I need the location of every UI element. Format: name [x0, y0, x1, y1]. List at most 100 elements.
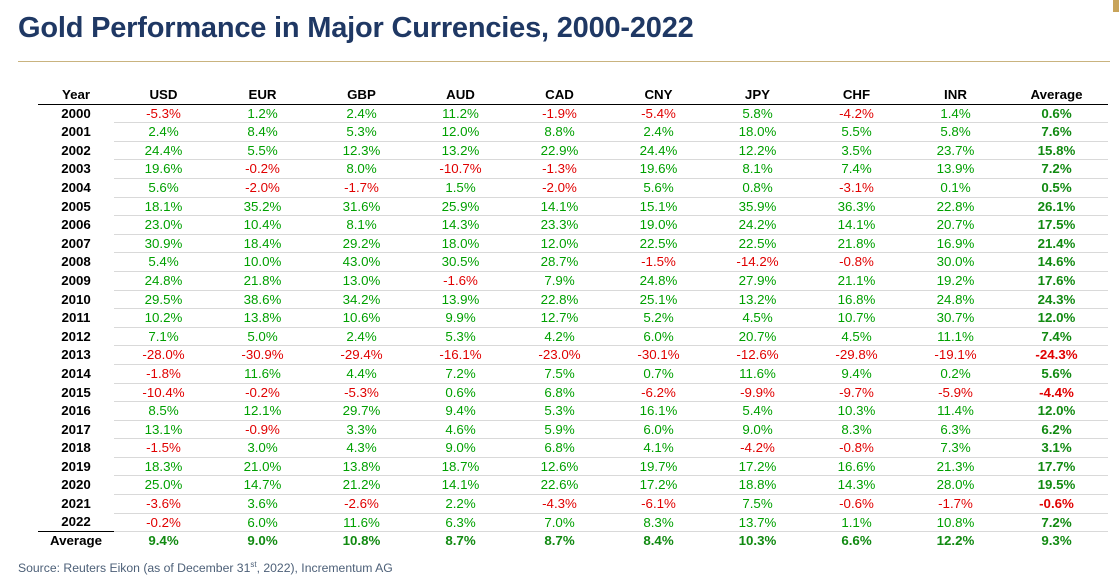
cell-eur-2017: -0.9% [213, 420, 312, 440]
cell-average-2005: 26.1% [1005, 197, 1108, 217]
cell-chf-2009: 21.1% [807, 271, 906, 291]
cell-aud-2003: -10.7% [411, 159, 510, 179]
cell-jpy-2013: -12.6% [708, 345, 807, 365]
source-text-suffix: , 2022), Incrementum AG [256, 561, 393, 575]
cell-gbp-2003: 8.0% [312, 159, 411, 179]
row-year-label: 2012 [61, 328, 91, 344]
row-year-label: 2011 [61, 310, 91, 326]
cell-usd-2019: 18.3% [114, 457, 213, 477]
cell-chf-2016: 10.3% [807, 401, 906, 421]
cell-aud-2020: 14.1% [411, 475, 510, 496]
cell-usd-2006: 23.0% [114, 215, 213, 235]
cell-cny-2012: 6.0% [609, 327, 708, 347]
cell-eur-2022: 6.0% [213, 513, 312, 533]
cell-cny-2004: 5.6% [609, 178, 708, 198]
table-row-2010: 2010 29.5% 38.6% 34.2% 13.9% 22.8% 25.1% 13.2% 1… [38, 290, 1108, 310]
row-year-label: 2001 [61, 124, 91, 140]
cell-inr-2008: 30.0% [906, 252, 1005, 272]
cell-cny-2013: -30.1% [609, 345, 708, 365]
cell-inr-2006: 20.7% [906, 215, 1005, 235]
cell-chf-2018: -0.8% [807, 438, 906, 458]
cell-chf-2005: 36.3% [807, 197, 906, 217]
cell-average-2018: 3.1% [1005, 438, 1108, 458]
cell-chf-2010: 16.8% [807, 290, 906, 310]
cell-inr-2017: 6.3% [906, 420, 1005, 440]
cell-cad-2021: -4.3% [510, 494, 609, 514]
cell-usd-2007: 30.9% [114, 234, 213, 254]
cell-chf-2013: -29.8% [807, 345, 906, 365]
cell-cad-2020: 22.6% [510, 475, 609, 496]
cell-cny-2014: 0.7% [609, 364, 708, 384]
cell-aud-2005: 25.9% [411, 197, 510, 217]
cell-aud-2013: -16.1% [411, 345, 510, 365]
row-year-label: 2016 [61, 403, 91, 419]
column-header-aud: AUD [411, 86, 510, 105]
cell-usd-2016: 8.5% [114, 401, 213, 421]
cell-eur-2021: 3.6% [213, 494, 312, 514]
cell-gbp-2006: 8.1% [312, 215, 411, 235]
cell-average-2015: -4.4% [1005, 383, 1108, 403]
cell-usd-2022: -0.2% [114, 513, 213, 533]
row-year-label: 2021 [61, 496, 91, 512]
cell-eur-2018: 3.0% [213, 438, 312, 458]
cell-inr-2022: 10.8% [906, 513, 1005, 533]
cell-chf-2020: 14.3% [807, 475, 906, 496]
cell-cny-2002: 24.4% [609, 141, 708, 161]
footer-average-cny: 8.4% [609, 531, 708, 550]
cell-usd-2005: 18.1% [114, 197, 213, 217]
cell-average-2020: 19.5% [1005, 475, 1108, 496]
cell-cad-2002: 22.9% [510, 141, 609, 161]
cell-cad-2018: 6.8% [510, 438, 609, 458]
footer-average-aud: 8.7% [411, 531, 510, 550]
cell-cad-2007: 12.0% [510, 234, 609, 254]
cell-eur-2007: 18.4% [213, 234, 312, 254]
cell-gbp-2012: 2.4% [312, 327, 411, 347]
cell-cad-2016: 5.3% [510, 401, 609, 421]
cell-aud-2006: 14.3% [411, 215, 510, 235]
row-year-label: 2017 [61, 421, 91, 437]
cell-eur-2015: -0.2% [213, 383, 312, 403]
table-row-2022: 2022 -0.2% 6.0% 11.6% 6.3% 7.0% 8.3% 13.7% 1.1% 1… [38, 513, 1108, 533]
source-note: Source: Reuters Eikon (as of December 31… [18, 559, 393, 575]
cell-cad-2014: 7.5% [510, 364, 609, 384]
cell-jpy-2015: -9.9% [708, 383, 807, 403]
cell-eur-2003: -0.2% [213, 159, 312, 179]
cell-gbp-2001: 5.3% [312, 122, 411, 142]
column-header-gbp: GBP [312, 86, 411, 105]
cell-usd-2017: 13.1% [114, 420, 213, 440]
cell-usd-2014: -1.8% [114, 364, 213, 384]
cell-eur-2020: 14.7% [213, 475, 312, 496]
row-year-label: 2000 [61, 105, 91, 121]
cell-chf-2015: -9.7% [807, 383, 906, 403]
cell-aud-2021: 2.2% [411, 494, 510, 514]
cell-average-2021: -0.6% [1005, 494, 1108, 514]
cell-average-2007: 21.4% [1005, 234, 1108, 254]
cell-inr-2007: 16.9% [906, 234, 1005, 254]
cell-inr-2014: 0.2% [906, 364, 1005, 384]
table-row-2009: 2009 24.8% 21.8% 13.0% -1.6% 7.9% 24.8% 27.9% 21… [38, 271, 1108, 291]
cell-average-2022: 7.2% [1005, 513, 1108, 533]
cell-inr-2003: 13.9% [906, 159, 1005, 179]
cell-gbp-2005: 31.6% [312, 197, 411, 217]
source-text-superscript: st [250, 559, 257, 569]
table-row-2004: 2004 5.6% -2.0% -1.7% 1.5% -2.0% 5.6% 0.8% -3.1%… [38, 178, 1108, 198]
cell-average-2013: -24.3% [1005, 345, 1108, 365]
cell-gbp-2019: 13.8% [312, 457, 411, 477]
cell-eur-2011: 13.8% [213, 308, 312, 328]
cell-chf-2012: 4.5% [807, 327, 906, 347]
source-text-prefix: Source: Reuters Eikon (as of December 31 [18, 561, 251, 575]
cell-inr-2009: 19.2% [906, 271, 1005, 291]
cell-jpy-2008: -14.2% [708, 252, 807, 272]
cell-eur-2014: 11.6% [213, 364, 312, 384]
cell-inr-2011: 30.7% [906, 308, 1005, 328]
cell-usd-2002: 24.4% [114, 141, 213, 161]
cell-cny-2006: 19.0% [609, 215, 708, 235]
cell-eur-2002: 5.5% [213, 141, 312, 161]
cell-usd-2001: 2.4% [114, 122, 213, 142]
table-row-2014: 2014 -1.8% 11.6% 4.4% 7.2% 7.5% 0.7% 11.6% 9.4% 0… [38, 364, 1108, 384]
cell-cny-2015: -6.2% [609, 383, 708, 403]
cell-cny-2018: 4.1% [609, 438, 708, 458]
column-header-usd: USD [114, 86, 213, 105]
cell-jpy-2014: 11.6% [708, 364, 807, 384]
cell-average-2002: 15.8% [1005, 141, 1108, 161]
